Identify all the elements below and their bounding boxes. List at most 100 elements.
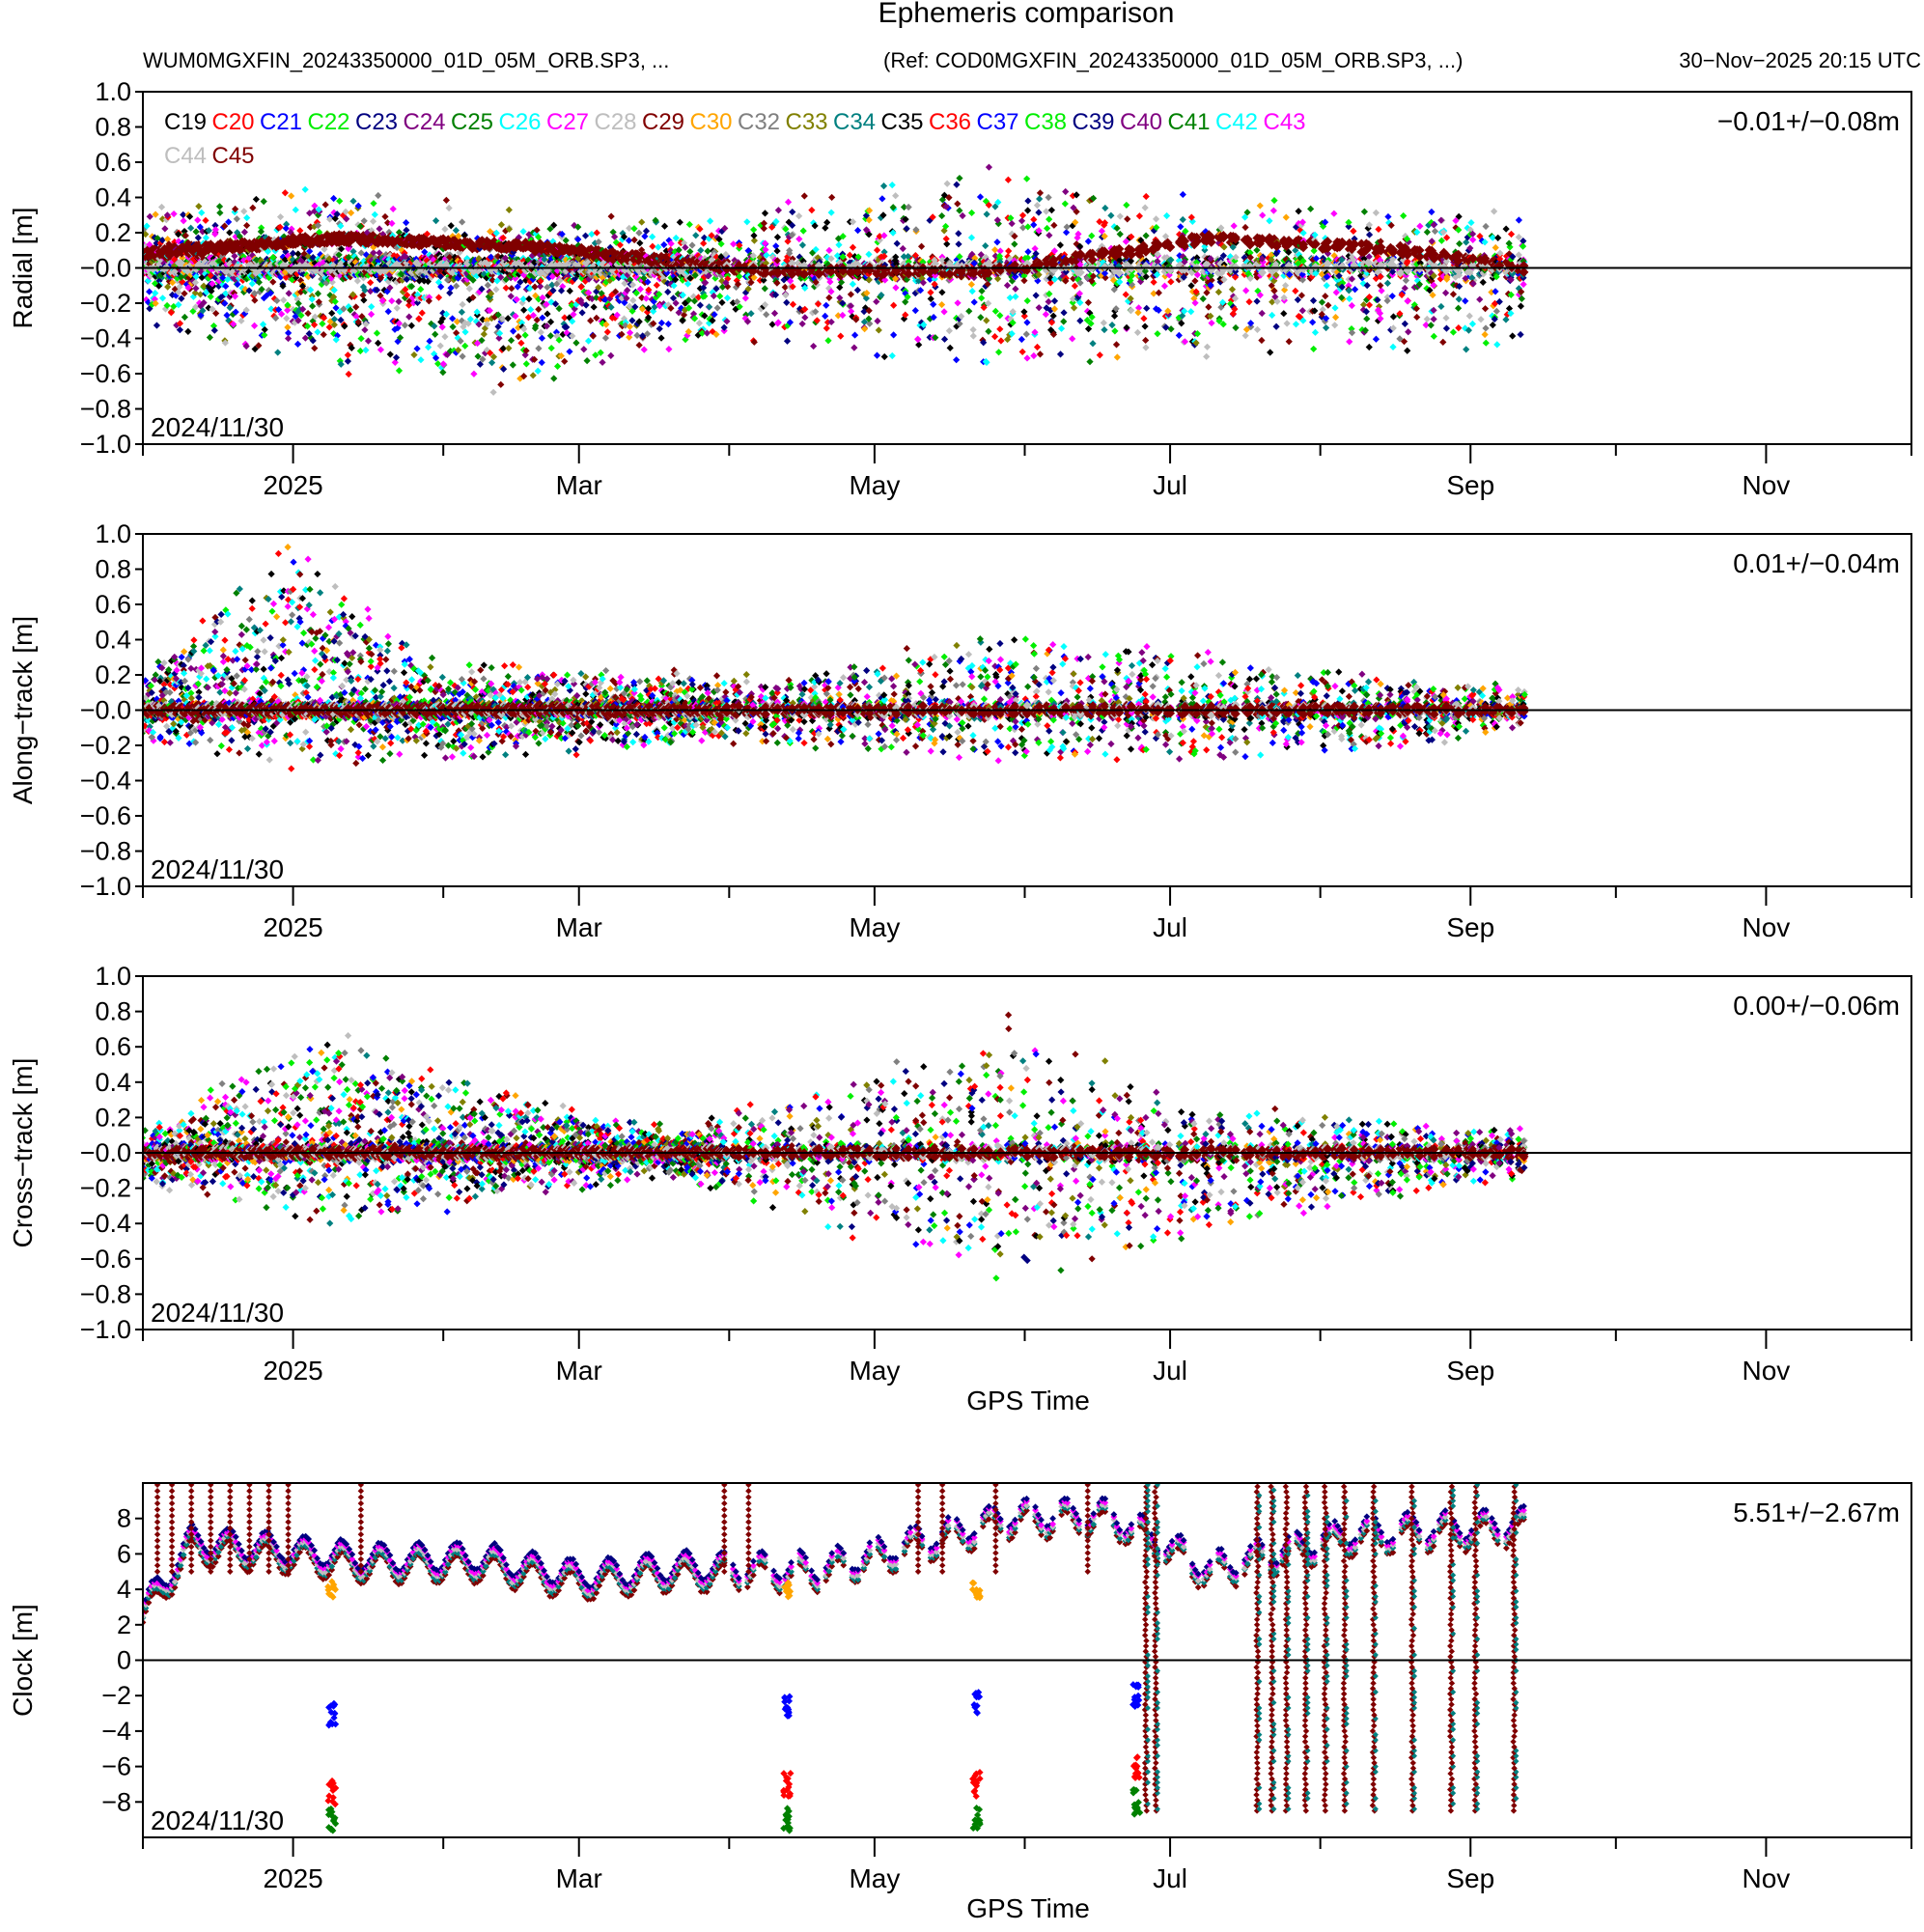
data-point <box>945 327 953 335</box>
data-point <box>452 226 460 235</box>
data-point <box>553 362 562 370</box>
data-point <box>1047 319 1056 326</box>
data-point <box>1035 304 1043 312</box>
data-point <box>538 334 546 342</box>
data-point <box>276 223 284 231</box>
data-point <box>508 285 516 293</box>
data-point <box>1083 316 1091 324</box>
data-point <box>847 302 855 310</box>
data-point <box>873 297 880 306</box>
data-point <box>192 303 200 311</box>
data-point <box>343 215 350 223</box>
data-point <box>546 225 554 233</box>
data-point <box>982 253 990 262</box>
data-point <box>760 276 767 284</box>
data-point <box>146 260 153 268</box>
data-point <box>789 283 796 291</box>
data-point <box>500 365 508 373</box>
data-point <box>682 243 689 251</box>
data-point <box>475 255 483 263</box>
data-point <box>192 228 200 236</box>
data-point <box>997 337 1005 345</box>
data-point <box>773 257 781 265</box>
data-point <box>762 259 770 267</box>
data-point <box>626 333 633 341</box>
data-point <box>518 299 526 307</box>
data-point <box>606 294 614 302</box>
data-point <box>747 278 755 287</box>
data-point <box>211 230 219 238</box>
data-point <box>1101 325 1108 334</box>
data-point <box>1062 277 1070 285</box>
data-point <box>479 316 487 323</box>
data-point <box>245 268 253 276</box>
data-point <box>261 325 268 334</box>
data-point <box>603 328 611 336</box>
data-point <box>173 274 181 282</box>
data-point <box>854 253 862 261</box>
data-point <box>795 212 803 220</box>
data-point <box>786 249 794 258</box>
data-point <box>1086 358 1094 366</box>
data-point <box>685 220 693 229</box>
data-point <box>700 234 709 241</box>
data-point <box>196 223 204 231</box>
data-point <box>915 341 923 349</box>
data-point <box>301 288 309 295</box>
y-tick-label: 0.6 <box>95 148 131 177</box>
data-point <box>571 275 579 283</box>
data-point <box>911 307 919 315</box>
data-point <box>1020 276 1028 285</box>
data-point <box>372 259 379 266</box>
data-point <box>240 288 248 296</box>
data-point <box>279 282 287 290</box>
data-point <box>392 353 401 361</box>
data-point <box>801 314 809 322</box>
data-point <box>531 324 540 332</box>
data-point <box>555 305 563 313</box>
data-point <box>432 216 440 225</box>
data-point <box>1089 340 1097 348</box>
data-point <box>516 375 524 382</box>
data-point <box>773 279 781 287</box>
data-point <box>717 272 726 280</box>
data-point <box>1004 335 1012 344</box>
data-point <box>177 273 185 281</box>
data-point <box>1134 309 1142 317</box>
data-point <box>902 311 909 319</box>
data-point <box>1123 201 1130 210</box>
data-point <box>168 291 177 299</box>
data-point <box>660 277 668 286</box>
data-point <box>601 334 610 342</box>
data-point <box>1073 191 1080 199</box>
data-point <box>424 277 432 286</box>
data-point <box>175 230 182 238</box>
data-point <box>620 233 628 240</box>
data-point <box>376 225 383 233</box>
data-point <box>618 236 627 243</box>
data-point <box>450 347 458 354</box>
x-tick-label: Nov <box>1743 470 1791 500</box>
data-point <box>914 335 922 343</box>
data-point <box>825 294 833 301</box>
data-point <box>439 245 447 253</box>
data-point <box>284 323 292 331</box>
data-point <box>447 284 455 292</box>
data-point <box>522 276 530 285</box>
data-point <box>484 281 491 289</box>
data-point <box>878 292 885 299</box>
data-point <box>205 304 212 312</box>
data-point <box>958 313 965 321</box>
data-point <box>504 315 512 322</box>
data-point <box>1061 200 1069 208</box>
data-point <box>1004 176 1013 183</box>
data-point <box>352 313 360 321</box>
data-point <box>662 247 670 255</box>
data-point <box>644 278 652 286</box>
data-point <box>310 223 319 231</box>
data-point <box>970 298 978 306</box>
data-point <box>1030 221 1038 229</box>
data-point <box>499 345 507 352</box>
data-point <box>672 299 680 307</box>
data-point <box>954 299 962 307</box>
